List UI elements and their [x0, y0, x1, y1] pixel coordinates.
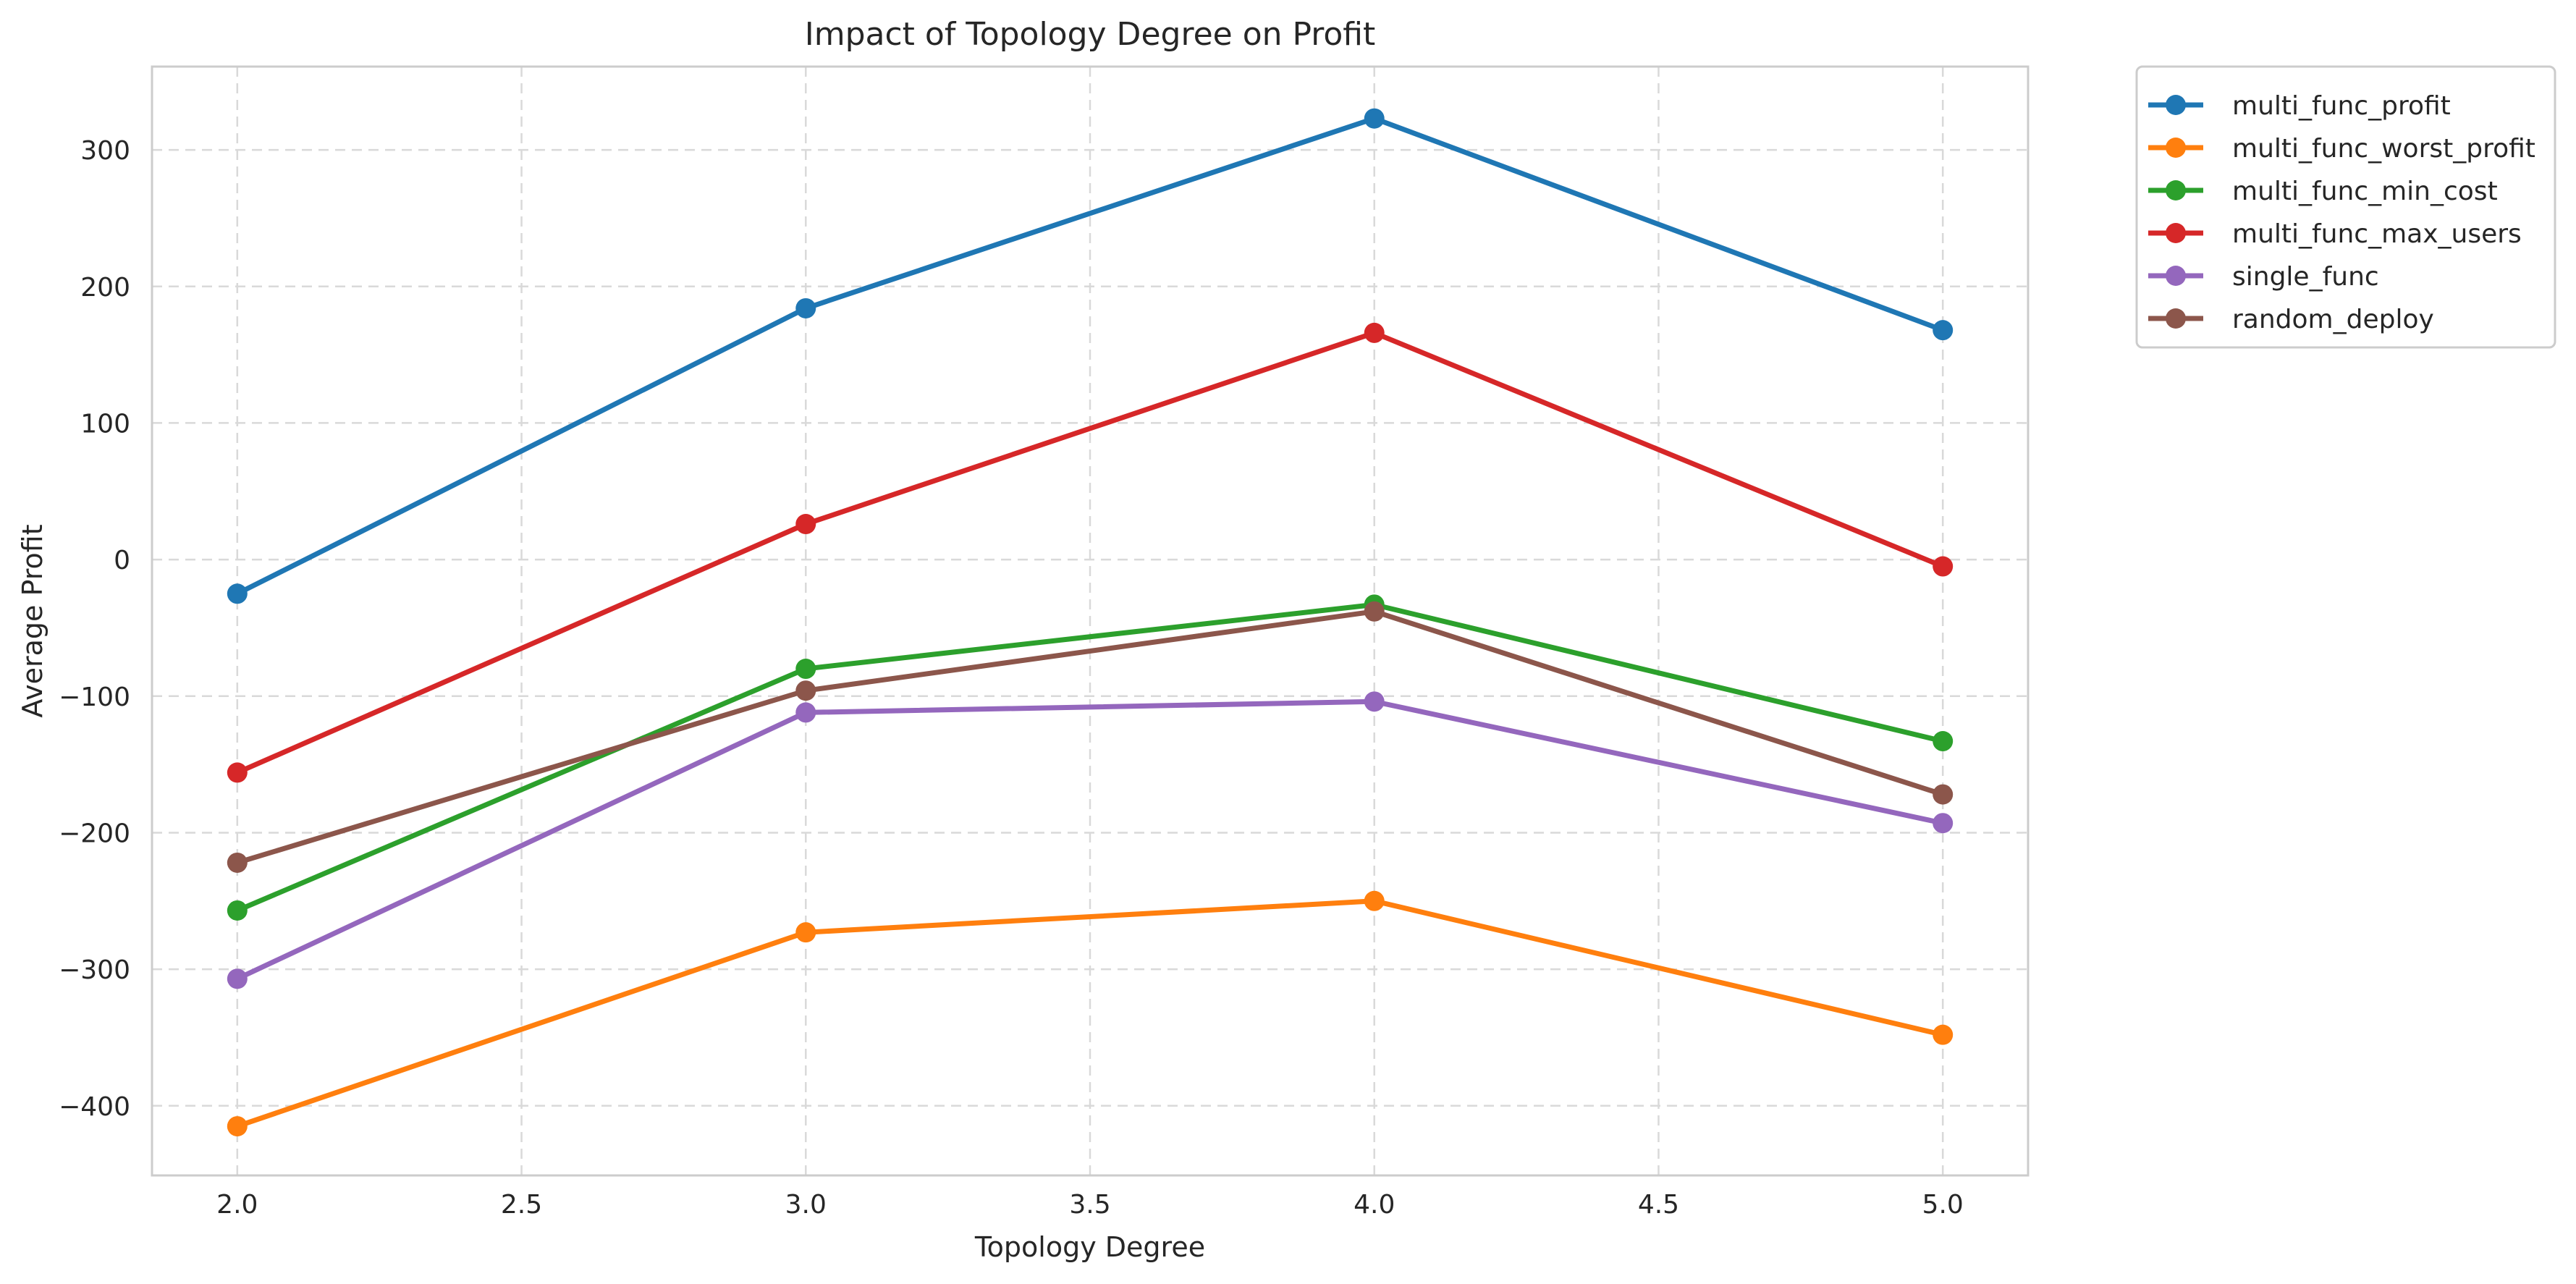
x-tick-label: 2.5 — [501, 1190, 542, 1220]
x-tick-label: 2.0 — [216, 1190, 258, 1220]
legend: multi_func_profit multi_func_worst_profit… — [2135, 65, 2556, 349]
data-point — [227, 852, 248, 873]
legend-label: multi_func_min_cost — [2232, 177, 2498, 206]
data-point — [227, 968, 248, 989]
data-point — [1933, 731, 1954, 752]
legend-marker — [2166, 266, 2186, 286]
legend-label: multi_func_max_users — [2232, 219, 2522, 249]
series-line — [235, 609, 1946, 866]
data-point — [1933, 320, 1954, 341]
legend-label: random_deploy — [2232, 305, 2434, 334]
data-point — [795, 514, 816, 535]
series-line — [235, 898, 1946, 1129]
y-tick-label: 300 — [80, 136, 130, 166]
y-tick-label: 0 — [114, 546, 130, 575]
legend-item: multi_func_max_users — [2148, 219, 2522, 249]
legend-label: single_func — [2232, 262, 2379, 292]
legend-frame — [2135, 65, 2556, 349]
legend-label: multi_func_profit — [2232, 91, 2451, 121]
data-point — [795, 922, 816, 943]
data-point — [227, 762, 248, 783]
series-line — [235, 698, 1946, 981]
data-point — [227, 1116, 248, 1137]
data-point — [227, 583, 248, 604]
legend-items: multi_func_profit multi_func_worst_profit… — [2148, 91, 2535, 334]
data-point — [1364, 601, 1385, 622]
series-multi_func_max_users — [227, 322, 1954, 783]
data-point — [795, 297, 816, 318]
legend-item: multi_func_min_cost — [2148, 177, 2498, 206]
x-axis-ticks: 2.0 2.5 3.0 3.5 4.0 4.5 5.0 — [216, 1190, 1964, 1220]
y-tick-label: 100 — [80, 409, 130, 439]
data-point — [795, 659, 816, 680]
legend-item: single_func — [2148, 262, 2379, 292]
y-tick-label: −200 — [59, 819, 130, 848]
legend-marker — [2166, 223, 2186, 243]
data-point — [1933, 556, 1954, 577]
series-single_func — [227, 691, 1954, 989]
series-multi_func_profit — [227, 108, 1954, 604]
x-tick-label: 4.5 — [1638, 1190, 1679, 1220]
legend-item: random_deploy — [2148, 305, 2434, 334]
x-tick-label: 5.0 — [1922, 1190, 1964, 1220]
data-point — [795, 702, 816, 723]
x-tick-label: 3.0 — [785, 1190, 827, 1220]
x-axis-label: Topology Degree — [974, 1231, 1205, 1263]
data-point — [1933, 813, 1954, 834]
legend-marker — [2166, 95, 2186, 115]
chart-title: Impact of Topology Degree on Profit — [805, 16, 1376, 53]
series-multi_func_worst_profit — [227, 890, 1954, 1137]
y-tick-label: −100 — [59, 683, 130, 712]
data-point — [1364, 890, 1385, 911]
legend-marker — [2166, 138, 2186, 158]
y-tick-label: 200 — [80, 273, 130, 303]
series-line — [235, 330, 1946, 775]
data-point — [795, 680, 816, 701]
plot-area-frame — [151, 65, 2030, 1177]
data-point — [227, 900, 248, 921]
series-random_deploy — [227, 601, 1954, 873]
y-tick-label: −300 — [59, 955, 130, 985]
series-line — [235, 601, 1946, 913]
legend-item: multi_func_worst_profit — [2148, 134, 2535, 164]
series-multi_func_min_cost — [227, 594, 1954, 921]
y-axis-ticks: −400 −300 −200 −100 0 100 200 300 — [59, 136, 130, 1122]
data-point — [1364, 691, 1385, 712]
x-tick-label: 3.5 — [1069, 1190, 1110, 1220]
series-lines — [227, 108, 1954, 1137]
legend-marker — [2166, 308, 2186, 329]
legend-label: multi_func_worst_profit — [2232, 134, 2535, 164]
data-point — [1364, 108, 1385, 129]
x-tick-label: 4.0 — [1354, 1190, 1395, 1220]
series-line — [235, 116, 1946, 596]
y-tick-label: −400 — [59, 1092, 130, 1122]
y-axis-label: Average Profit — [17, 524, 48, 717]
grid-lines — [152, 67, 2028, 1175]
legend-marker — [2166, 180, 2186, 200]
data-point — [1364, 322, 1385, 343]
data-point — [1933, 784, 1954, 805]
data-point — [1933, 1024, 1954, 1045]
legend-item: multi_func_profit — [2148, 91, 2451, 121]
